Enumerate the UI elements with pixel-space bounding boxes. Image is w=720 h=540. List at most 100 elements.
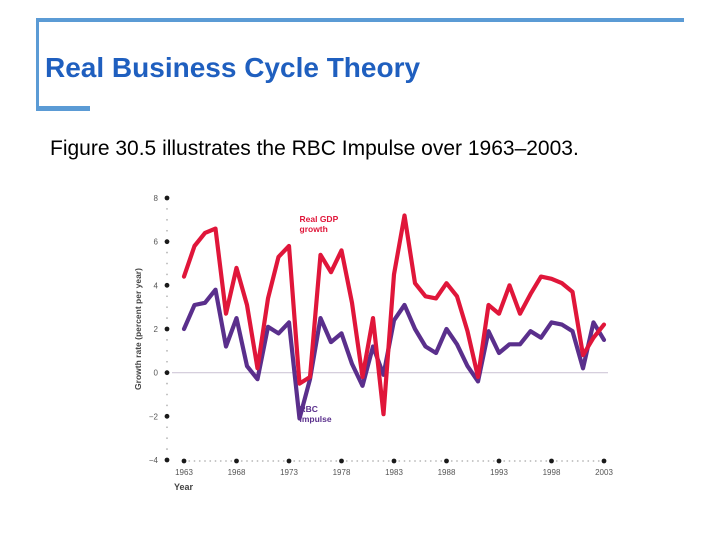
x-axis-dot [377, 460, 380, 462]
x-axis-dot [503, 460, 506, 462]
x-axis-dot [219, 460, 222, 462]
rbc-impulse-chart: 8 6 4 2 0 −2 −4 1963 1968 1973 1978 1983 1988 1993 199… [133, 194, 613, 492]
slide-frame-top-bar [36, 18, 684, 22]
x-axis-dot [246, 460, 248, 462]
x-axis-dot [519, 460, 521, 462]
x-axis-dot [582, 460, 584, 462]
x-tick-label: 1993 [490, 468, 508, 477]
slide-title-underline [36, 106, 90, 111]
x-axis-dot [361, 460, 364, 462]
y-tick-label: −4 [149, 456, 159, 465]
y-axis-dot [166, 262, 168, 265]
x-axis-dot [330, 460, 332, 462]
x-axis-dot [188, 460, 191, 462]
x-axis-dot [492, 460, 495, 462]
x-axis-dot [524, 460, 527, 462]
y-axis-dot [166, 295, 168, 298]
x-tick-label: 1963 [175, 468, 193, 477]
x-axis-dot [387, 460, 390, 462]
y-tick-marker [164, 195, 170, 201]
x-axis-dot [456, 460, 458, 462]
x-axis-dot [555, 460, 558, 462]
x-axis-dot [471, 460, 474, 462]
y-axis-dot [166, 317, 168, 319]
x-axis-dot [214, 460, 217, 462]
x-axis-dot [571, 460, 574, 462]
y-tick-label: 6 [154, 238, 159, 247]
slide-body-text: Figure 30.5 illustrates the RBC Impulse … [50, 137, 579, 160]
x-axis-dot [403, 460, 406, 462]
x-axis-dot [256, 460, 259, 462]
x-axis-dot [429, 460, 432, 462]
x-axis-dot [261, 460, 264, 462]
x-tick-marker [181, 458, 187, 464]
x-axis-dot [193, 460, 196, 462]
y-tick-marker [164, 239, 170, 245]
x-axis-dot [435, 460, 437, 462]
series-line-rbc-impulse [181, 287, 607, 421]
x-axis-dot [198, 460, 201, 462]
y-axis-dot [166, 404, 168, 407]
x-tick-marker [549, 458, 554, 464]
x-axis-dot [587, 460, 590, 462]
x-axis-dot [240, 460, 243, 462]
x-tick-label: 1978 [333, 468, 351, 477]
x-axis-dot [382, 460, 385, 462]
x-axis-dot [324, 460, 327, 462]
y-axis-dot [166, 349, 168, 352]
annotation-real-gdp-growth: Real GDP [300, 214, 339, 224]
x-axis-dot [424, 460, 427, 462]
x-tick-marker [286, 458, 292, 464]
x-axis-dot [251, 460, 254, 462]
x-axis-dot [356, 460, 359, 462]
x-axis-dot [477, 460, 479, 462]
x-axis-dot [545, 460, 548, 462]
x-axis-dot [482, 460, 485, 462]
x-axis-dot [303, 460, 306, 462]
y-axis-dot [166, 218, 168, 221]
x-axis-dot [372, 460, 374, 462]
annotation-rbc-impulse: impulse [300, 414, 332, 424]
x-tick-marker [234, 458, 239, 464]
y-tick-marker [164, 413, 170, 419]
x-axis-dot [309, 460, 311, 462]
x-axis-dot [592, 460, 595, 462]
x-tick-label: 1973 [280, 468, 298, 477]
y-tick-label: 2 [154, 325, 159, 334]
y-tick-label: 4 [154, 281, 159, 290]
slide-frame-left-bar [36, 18, 39, 106]
y-axis-dot [166, 393, 168, 396]
x-axis-dot [408, 460, 411, 462]
x-axis-dot [466, 460, 469, 462]
y-axis-dot [166, 229, 168, 232]
x-axis-dot [204, 460, 206, 462]
y-axis-dot [166, 437, 168, 440]
y-tick-marker [164, 282, 170, 288]
x-axis-dot [540, 460, 542, 462]
x-axis-dot [566, 460, 569, 462]
y-axis-dot [166, 448, 168, 450]
x-axis-dot [597, 460, 600, 462]
slide-title: Real Business Cycle Theory [45, 52, 421, 83]
x-axis-label: Year [174, 482, 194, 492]
annotation-real-gdp-growth: growth [300, 224, 328, 234]
x-axis-dot [561, 460, 563, 462]
x-axis-dot [282, 460, 285, 462]
series-line-real-gdp-growth [181, 213, 607, 417]
x-tick-marker [339, 458, 344, 464]
y-axis-label: Growth rate (percent per year) [133, 268, 143, 390]
x-axis-dot [293, 460, 296, 462]
x-axis-dot [298, 460, 301, 462]
y-tick-label: 0 [154, 369, 159, 378]
y-axis-dot [166, 208, 168, 210]
x-axis-dot [398, 460, 401, 462]
x-axis-dot [345, 460, 348, 462]
y-axis-dot [166, 382, 168, 385]
annotation-rbc-impulse: RBC [300, 404, 318, 414]
x-axis-dot [513, 460, 516, 462]
x-tick-marker [444, 458, 449, 464]
x-axis-dot [272, 460, 275, 462]
x-axis-dot [534, 460, 537, 462]
x-axis-dot [440, 460, 443, 462]
y-axis-dot [166, 360, 168, 363]
